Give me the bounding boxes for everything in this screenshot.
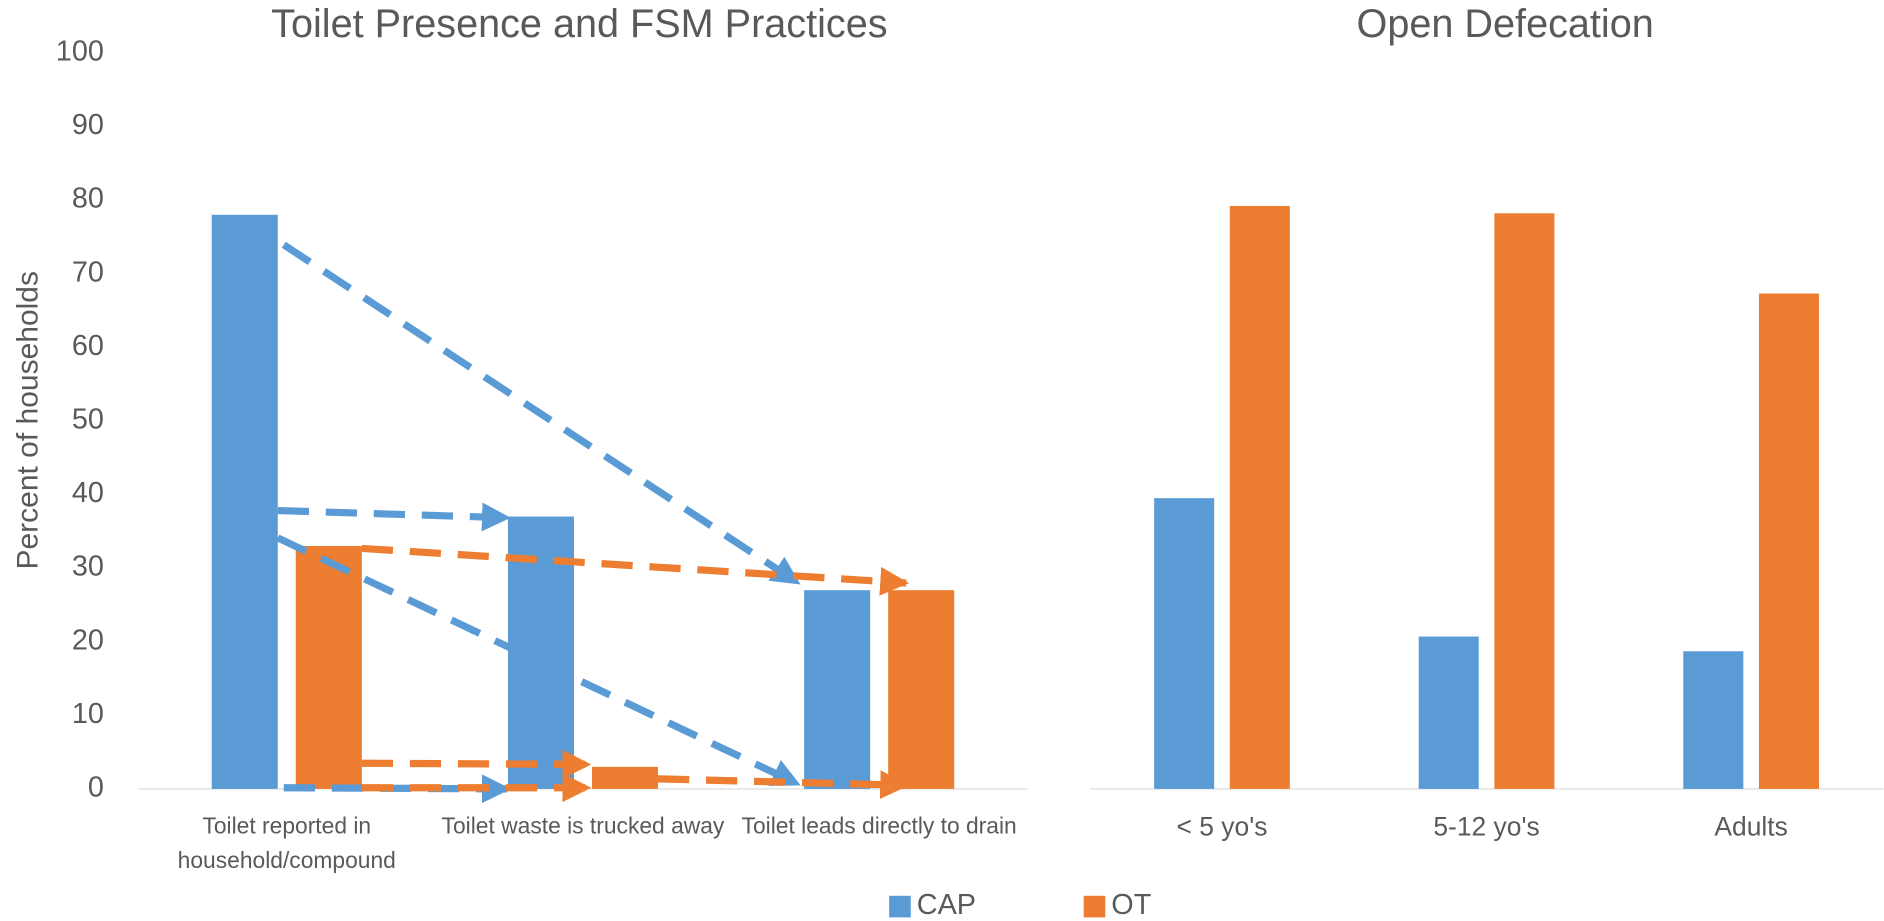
x-tick-label: 5-12 yo's xyxy=(1433,811,1540,842)
x-tick-label-box: Adults xyxy=(1714,811,1788,842)
y-tick-label: 60 xyxy=(72,330,104,362)
x-tick-label: Toilet leads directly to drain xyxy=(741,814,1017,840)
chart-title: Toilet Presence and FSM Practices xyxy=(271,2,887,46)
legend-swatch xyxy=(1083,895,1106,918)
flow-arrow xyxy=(283,774,511,804)
y-tick-label: 30 xyxy=(72,551,104,583)
legend-label: OT xyxy=(1111,889,1151,921)
bar xyxy=(1494,213,1555,789)
y-tick-label: 90 xyxy=(72,109,104,141)
bar xyxy=(1418,636,1479,789)
legend-label: CAP xyxy=(917,889,976,921)
y-tick-label: 0 xyxy=(88,772,104,804)
x-tick-label: Adults xyxy=(1714,811,1788,842)
y-tick-label: 40 xyxy=(72,477,104,509)
y-tick-label: 50 xyxy=(72,403,104,435)
bar xyxy=(211,214,278,789)
flow-arrow xyxy=(657,770,910,800)
x-tick-label: Toilet waste is trucked away xyxy=(441,814,725,840)
bar xyxy=(888,590,955,789)
x-tick-label-box: Toilet leads directly to drain xyxy=(741,814,1017,840)
bar xyxy=(591,766,659,789)
x-tick-label-box: < 5 yo's xyxy=(1176,811,1268,842)
y-tick-label: 20 xyxy=(72,624,104,656)
flow-arrow xyxy=(281,241,801,586)
bar xyxy=(295,546,362,789)
bar xyxy=(1683,651,1744,789)
x-tick-label-box: 5-12 yo's xyxy=(1433,811,1540,842)
y-tick-label: 10 xyxy=(72,698,104,730)
y-tick-label: 80 xyxy=(72,183,104,215)
x-tick-label: Toilet reported in household/compound xyxy=(177,814,396,875)
bar xyxy=(1229,205,1290,789)
chart-title: Open Defecation xyxy=(1357,2,1654,46)
x-tick-label-box: Toilet waste is trucked away xyxy=(441,814,725,840)
legend-swatch xyxy=(889,895,911,918)
flow-arrow xyxy=(361,544,910,596)
x-tick-label-box: Toilet reported in household/compound xyxy=(177,814,396,875)
bar xyxy=(804,590,871,789)
flow-arrow xyxy=(277,502,511,532)
bar xyxy=(1154,498,1215,789)
y-axis-label: Percent of households xyxy=(11,271,44,570)
flow-arrow xyxy=(361,749,592,779)
y-tick-label: 100 xyxy=(56,35,104,67)
bar xyxy=(1758,293,1819,789)
x-tick-label: < 5 yo's xyxy=(1176,811,1268,842)
y-tick-label: 70 xyxy=(72,256,104,288)
